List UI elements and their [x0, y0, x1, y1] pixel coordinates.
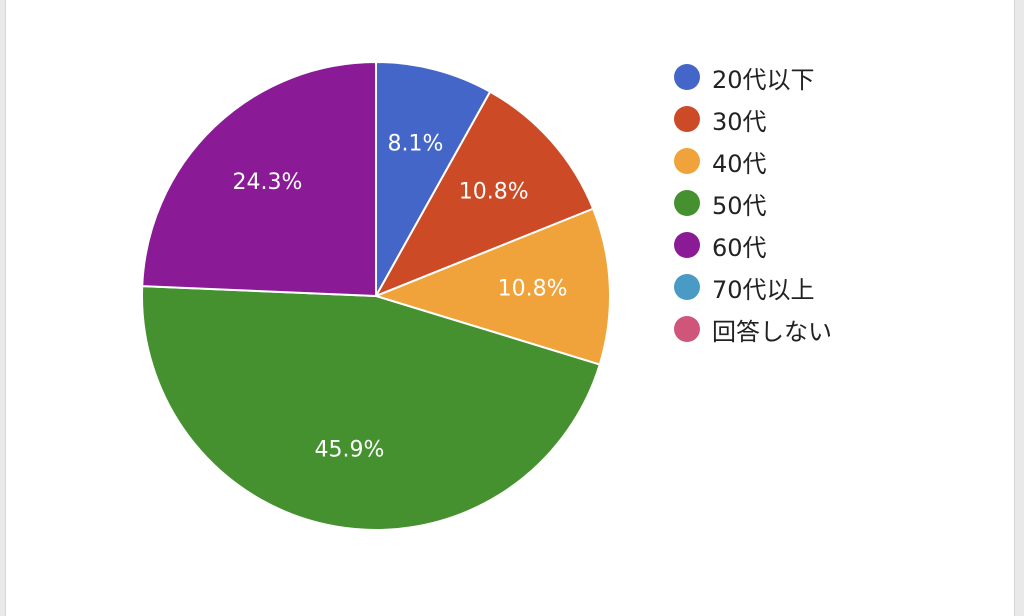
pie-chart: 8.1% 10.8% 10.8% 45.9% 24.3%: [141, 60, 611, 531]
legend-label-6: 回答しない: [712, 317, 832, 346]
pie-slice-3[interactable]: [141, 285, 601, 531]
legend-label-5: 70代以上: [712, 275, 815, 304]
chart-card: 8.1% 10.8% 10.8% 45.9% 24.3% 20代以下 30代 40代 5…: [5, 0, 1015, 616]
legend-label-1: 30代: [712, 107, 767, 136]
legend-swatch-4: [674, 232, 700, 258]
slice-label-4: 24.3%: [233, 170, 303, 195]
legend-swatch-1: [674, 106, 700, 132]
legend-swatch-6: [674, 316, 700, 342]
pie-slice-0[interactable]: [375, 60, 492, 300]
legend: 20代以下 30代 40代 50代 60代 70代以上 回答しない: [674, 56, 832, 350]
legend-swatch-5: [674, 274, 700, 300]
legend-item-3[interactable]: 50代: [674, 182, 832, 224]
slice-label-0: 8.1%: [388, 131, 444, 156]
legend-item-4[interactable]: 60代: [674, 224, 832, 266]
legend-swatch-3: [674, 190, 700, 216]
slice-label-1: 10.8%: [459, 179, 529, 204]
legend-item-5[interactable]: 70代以上: [674, 266, 832, 308]
legend-label-0: 20代以下: [712, 65, 815, 94]
legend-item-1[interactable]: 30代: [674, 98, 832, 140]
slice-label-2: 10.8%: [498, 276, 568, 301]
slice-label-3: 45.9%: [315, 438, 385, 463]
legend-item-6[interactable]: 回答しない: [674, 308, 832, 350]
pie-slice-4[interactable]: [141, 60, 377, 298]
legend-label-2: 40代: [712, 149, 767, 178]
legend-label-4: 60代: [712, 233, 767, 262]
legend-item-0[interactable]: 20代以下: [674, 56, 832, 98]
legend-label-3: 50代: [712, 191, 767, 220]
legend-item-2[interactable]: 40代: [674, 140, 832, 182]
pie-slice-2[interactable]: [373, 207, 611, 366]
legend-swatch-0: [674, 64, 700, 90]
legend-swatch-2: [674, 148, 700, 174]
pie-slice-1[interactable]: [373, 90, 595, 298]
